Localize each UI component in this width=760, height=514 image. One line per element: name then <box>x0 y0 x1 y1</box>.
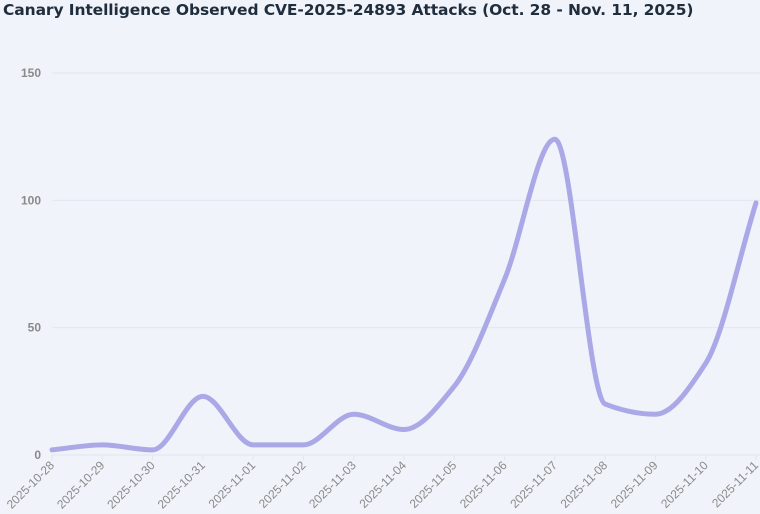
chart-title: Canary Intelligence Observed CVE-2025-24… <box>3 1 694 19</box>
x-tick-label: 2025-10-29 <box>54 458 108 512</box>
attacks-line <box>49 136 759 453</box>
x-tick-label: 2025-11-07 <box>507 458 560 511</box>
y-axis: 0 50 100 150 <box>21 66 41 462</box>
x-tick-label: 2025-11-08 <box>558 458 611 511</box>
x-tick-label: 2025-11-10 <box>658 458 711 511</box>
y-tick-label: 150 <box>21 66 41 80</box>
gridlines <box>52 72 760 456</box>
x-tick-label: 2025-11-06 <box>457 458 510 511</box>
x-tick-label: 2025-11-09 <box>608 458 661 511</box>
x-tick-label: 2025-11-05 <box>407 458 460 511</box>
y-tick-label: 0 <box>34 448 41 462</box>
x-tick-label: 2025-11-02 <box>256 458 309 511</box>
x-tick-label: 2025-11-11 <box>709 458 760 510</box>
x-tick-label: 2025-11-03 <box>306 458 359 511</box>
x-tick-label: 2025-10-28 <box>4 458 58 512</box>
y-tick-label: 100 <box>21 193 41 207</box>
x-tick-label: 2025-10-31 <box>155 458 209 512</box>
x-tick-label: 2025-11-01 <box>206 458 259 511</box>
x-tick-label: 2025-11-04 <box>356 458 409 511</box>
x-tick-label: 2025-10-30 <box>104 458 158 512</box>
x-axis: 2025-10-282025-10-292025-10-302025-10-31… <box>4 455 760 512</box>
y-tick-label: 50 <box>28 321 42 335</box>
